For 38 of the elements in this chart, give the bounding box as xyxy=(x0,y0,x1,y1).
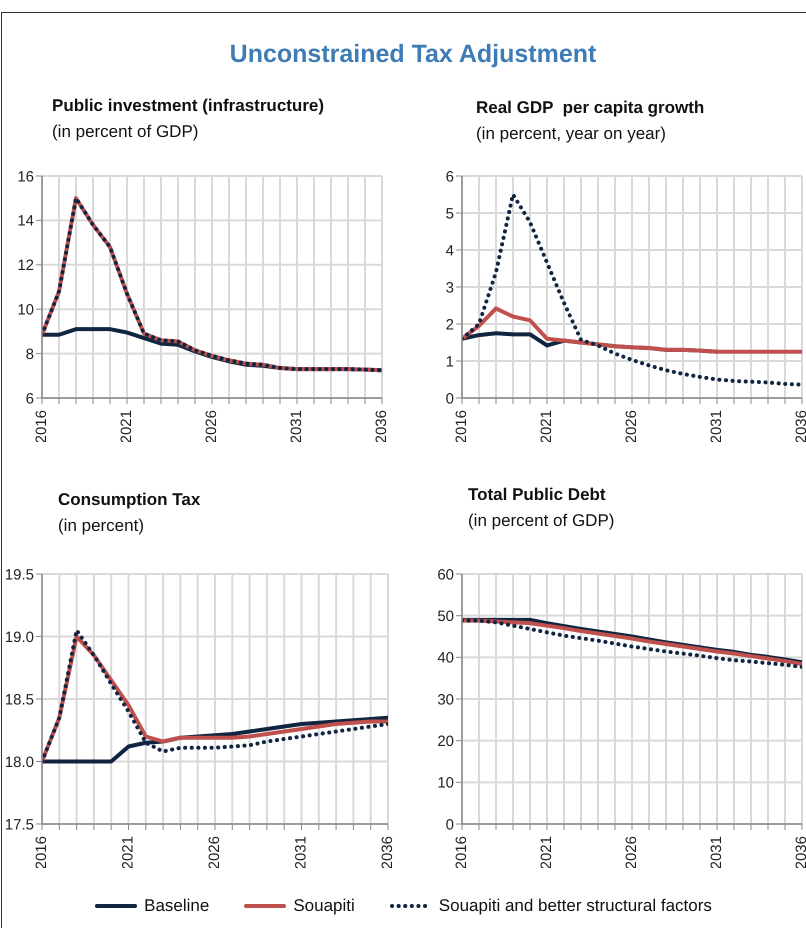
legend-label: Baseline xyxy=(144,896,210,916)
chart-title: Public investment (infrastructure) xyxy=(52,96,324,116)
y-tick-label: 8 xyxy=(26,346,34,363)
chart-subtitle: (in percent of GDP) xyxy=(468,511,614,531)
chart-subtitle: (in percent of GDP) xyxy=(52,122,200,142)
y-tick-label: 5 xyxy=(446,205,454,222)
chart-title: Real GDP per capita growth xyxy=(476,98,704,118)
y-tick-label: 10 xyxy=(17,302,34,319)
y-tick-label: 60 xyxy=(437,566,454,584)
y-tick-label: 19.0 xyxy=(4,628,34,646)
y-tick-label: 1 xyxy=(446,353,454,370)
y-tick-label: 18.5 xyxy=(4,691,34,708)
y-tick-label: 40 xyxy=(437,650,454,667)
y-tick-label: 4 xyxy=(446,242,454,260)
y-tick-label: 19.5 xyxy=(4,566,34,584)
text: Unconstrained Tax Adjustment xyxy=(228,40,598,69)
y-tick-label: 12 xyxy=(17,257,34,274)
y-tick-label: 6 xyxy=(26,390,34,408)
y-tick-label: 50 xyxy=(437,608,454,625)
y-tick-label: 2 xyxy=(446,316,454,334)
chart-title: Consumption Tax xyxy=(58,490,200,510)
y-tick-label: 10 xyxy=(437,774,454,792)
y-tick-label: 17.5 xyxy=(4,816,34,834)
chart-subtitle: (in percent, year on year) xyxy=(476,124,667,144)
y-tick-label: 20 xyxy=(437,732,454,750)
chart-title: Total Public Debt xyxy=(468,485,607,505)
y-tick-label: 0 xyxy=(446,390,454,408)
y-tick-label: 30 xyxy=(437,691,454,708)
line-series xyxy=(462,306,802,354)
y-tick-label: 6 xyxy=(446,168,454,186)
chart-subtitle: (in percent) xyxy=(58,516,145,536)
y-tick-label: 14 xyxy=(17,212,34,230)
y-tick-label: 0 xyxy=(446,816,454,834)
legend-label: Souapiti xyxy=(293,896,355,916)
legend-label: Souapiti and better structural factors xyxy=(438,896,712,916)
y-tick-label: 3 xyxy=(446,279,454,296)
y-tick-label: 18.0 xyxy=(4,754,34,771)
y-tick-label: 16 xyxy=(17,168,34,186)
